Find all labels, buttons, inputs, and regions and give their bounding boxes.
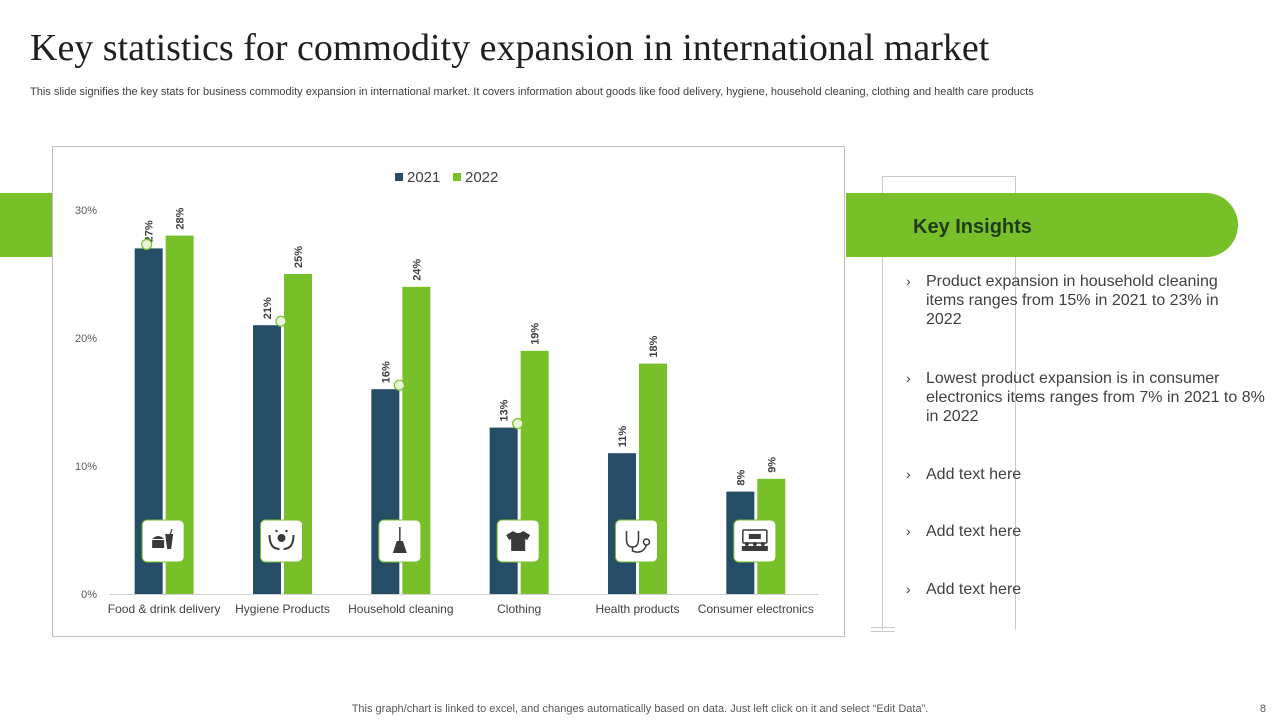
icon-box — [733, 519, 777, 563]
insight-item: › Lowest product expansion is in consume… — [906, 369, 1266, 426]
icon-box — [615, 519, 658, 563]
footer-note: This graph/chart is linked to excel, and… — [351, 703, 929, 715]
data-label: 19% — [530, 323, 542, 345]
data-label: 16% — [380, 361, 392, 383]
data-label: 21% — [262, 297, 274, 319]
data-label: 25% — [293, 246, 305, 268]
insights-header: Key Insights — [846, 193, 1238, 257]
electronics-icon — [741, 529, 768, 551]
insight-item: › Product expansion in household cleanin… — [906, 272, 1246, 329]
chevron-right-icon: › — [906, 581, 911, 597]
legend-label: 2021 — [407, 169, 440, 186]
x-tick-label: Hygiene Products — [235, 602, 330, 616]
bar-marker-circle — [512, 418, 524, 430]
data-label: 27% — [144, 220, 156, 242]
data-label: 9% — [766, 457, 778, 473]
insight-text: Add text here — [926, 466, 1022, 483]
legend-swatch — [395, 173, 403, 181]
chart-container[interactable]: 0% 10% 20% 30% 2021 2022 27% 28% Food & drink de… — [52, 146, 845, 637]
chevron-right-icon: › — [906, 273, 911, 289]
y-tick-label: 0% — [81, 589, 97, 601]
data-label: 18% — [648, 335, 660, 357]
cleaning-broom-icon — [392, 527, 407, 553]
data-label: 11% — [617, 426, 629, 448]
insight-text: Product expansion in household cleaning … — [926, 273, 1219, 328]
insight-item: › Add text here — [906, 580, 1246, 599]
legend-label: 2022 — [465, 169, 498, 186]
bar-2021 — [489, 427, 518, 594]
insight-text: Lowest product expansion is in consumer … — [926, 370, 1265, 425]
bar-marker-circle — [393, 379, 405, 391]
page-number: 8 — [1259, 703, 1266, 715]
x-tick-label: Clothing — [497, 602, 541, 616]
left-accent-band — [0, 193, 54, 257]
bar-marker-circle — [141, 238, 153, 251]
insights-title: Key Insights — [913, 216, 1032, 238]
data-label: 24% — [411, 259, 423, 281]
data-label: 13% — [499, 399, 511, 421]
legend-swatch — [453, 173, 461, 181]
insight-item: › Add text here — [906, 465, 1246, 484]
hygiene-icon — [268, 529, 295, 550]
insights-outline-foot — [871, 627, 895, 632]
x-tick-label: Health products — [595, 602, 679, 616]
chevron-right-icon: › — [906, 370, 911, 386]
data-label: 8% — [735, 469, 747, 485]
slide-title: Key statistics for commodity expansion i… — [30, 27, 990, 69]
insight-text: Add text here — [926, 581, 1022, 598]
y-tick-label: 20% — [75, 333, 97, 345]
x-tick-label: Food & drink delivery — [108, 602, 221, 616]
stethoscope-icon — [625, 531, 651, 553]
x-tick-label: Household cleaning — [348, 602, 453, 616]
x-tick-label: Consumer electronics — [698, 602, 814, 616]
insight-item: › Add text here — [906, 522, 1246, 541]
tshirt-icon — [506, 531, 531, 551]
insight-text: Add text here — [926, 523, 1022, 540]
data-label: 28% — [175, 207, 187, 229]
food-delivery-icon — [152, 528, 174, 549]
bar-chart[interactable]: 0% 10% 20% 30% 2021 2022 27% 28% Food & drink de… — [53, 147, 846, 638]
y-tick-label: 30% — [75, 205, 97, 217]
chevron-right-icon: › — [906, 466, 911, 482]
chevron-right-icon: › — [906, 523, 911, 539]
bar-2021 — [371, 389, 400, 594]
bar-marker-circle — [275, 315, 287, 327]
y-tick-label: 10% — [75, 461, 97, 473]
insights-outline — [882, 176, 1016, 630]
slide-subtitle: This slide signifies the key stats for b… — [30, 86, 1034, 98]
